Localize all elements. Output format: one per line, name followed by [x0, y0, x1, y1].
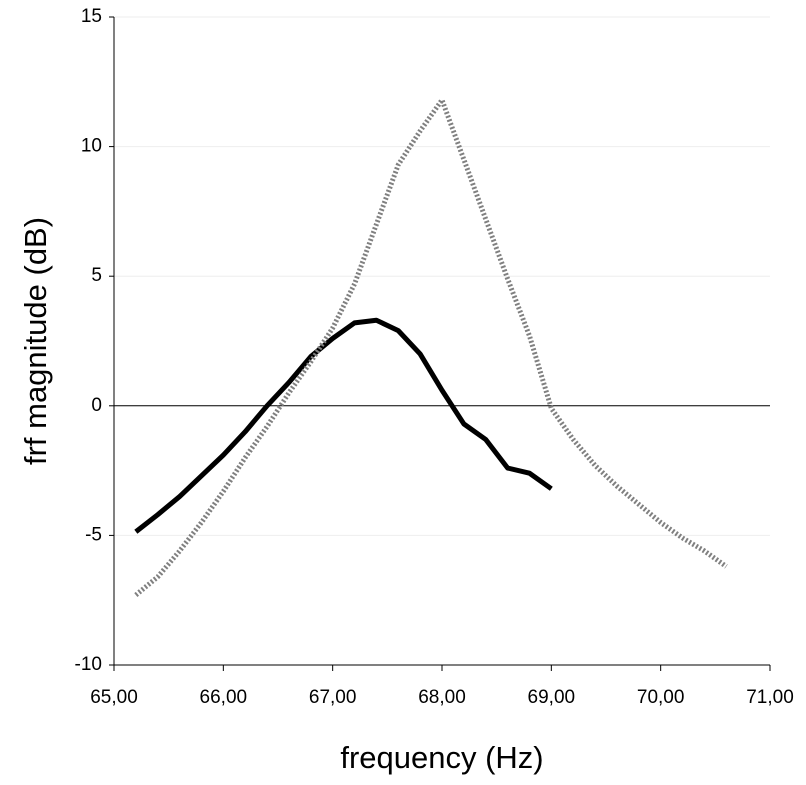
- y-tick-label: 10: [81, 136, 102, 157]
- x-tick-label: 65,00: [90, 687, 138, 708]
- data-line: [134, 97, 728, 597]
- x-tick-label: 70,00: [637, 687, 685, 708]
- y-tick-label: 5: [91, 265, 102, 286]
- x-tick-label: 68,00: [418, 687, 466, 708]
- y-tick-label: -10: [75, 654, 102, 675]
- x-tick-label: 66,00: [200, 687, 248, 708]
- x-tick-label: 71,00: [746, 687, 794, 708]
- y-tick-label: 15: [81, 6, 102, 27]
- x-tick-label: 67,00: [309, 687, 357, 708]
- y-tick-label: -5: [85, 524, 102, 545]
- y-tick-label: 0: [91, 395, 102, 416]
- data-line: [134, 317, 553, 534]
- x-axis-label: frequency (Hz): [340, 740, 543, 775]
- y-axis-label: frf magnitude (dB): [18, 217, 53, 465]
- x-tick-label: 69,00: [528, 687, 576, 708]
